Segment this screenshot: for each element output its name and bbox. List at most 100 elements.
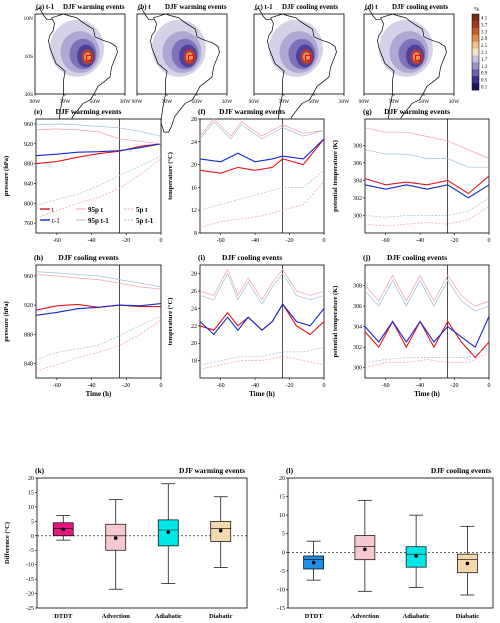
panel-title: DJF warming events <box>384 107 450 116</box>
panel-label: (f) <box>198 107 206 116</box>
site-marker <box>188 54 194 61</box>
mean-dot <box>465 561 470 566</box>
y-tick-label: 24 <box>191 140 197 146</box>
colorbar-frame <box>471 13 480 91</box>
x-tick-label: -20 <box>122 238 130 244</box>
panel-title: DJF warming events <box>63 3 125 11</box>
y-tick-label: 800 <box>24 201 33 207</box>
series-line-95p-t <box>364 274 490 307</box>
y-tick-label: 880 <box>24 332 33 338</box>
coastline <box>267 13 337 133</box>
box-chart-k: -25 -20 -15 -10 -5 0 5 10 15 20 DTDT Advection Adiab… <box>4 466 248 620</box>
panel-title: DJF cooling events <box>431 466 491 475</box>
colorbar-swatch <box>472 41 479 49</box>
y-axis-label: temperature (°C) <box>167 152 174 200</box>
series-line-95p-t-1 <box>199 121 325 140</box>
panel-label: (l) <box>286 466 294 475</box>
lon-tick-label: 70W <box>389 99 401 105</box>
panel-label: (c) t-1 <box>255 3 273 11</box>
y-tick-label: 10 <box>279 513 285 519</box>
line-chart-h: 840 880 920 960 -60 -40 -20 0 (h) DJF cooling eve… <box>3 253 163 398</box>
series-line-95p-t <box>35 128 162 145</box>
coastline <box>34 7 52 21</box>
y-tick-label: 308 <box>353 284 362 290</box>
series-line-t-1 <box>199 303 325 336</box>
x-tick-label: -40 <box>251 238 259 244</box>
y-axis-label: potential temperature (K) <box>332 286 339 358</box>
x-tick-label: 0 <box>488 238 491 244</box>
colorbar-label: 4.1 <box>481 16 488 21</box>
series-line-t <box>35 143 162 165</box>
coastline <box>377 13 447 133</box>
y-tick-label: 920 <box>24 142 33 148</box>
category-label: DTDT <box>305 613 324 620</box>
series-line-t-1 <box>35 303 162 316</box>
plot-frame <box>287 477 494 609</box>
legend-label: 95p t <box>88 206 104 214</box>
lon-tick-label: 90W <box>30 99 42 105</box>
y-tick-label: 5 <box>282 532 285 538</box>
series-line-t-1 <box>364 184 490 199</box>
y-tick-label: 18 <box>191 359 197 365</box>
y-tick-label: 302 <box>353 345 362 351</box>
x-tick-label: -40 <box>251 383 259 389</box>
x-tick-label: -60 <box>382 383 390 389</box>
probability-contour <box>83 52 92 62</box>
category-label: DTDT <box>54 613 73 620</box>
x-tick-label: 0 <box>488 383 491 389</box>
x-tick-label: -40 <box>88 383 96 389</box>
lon-tick-label: 90W <box>359 99 371 105</box>
x-tick-label: -20 <box>286 383 294 389</box>
y-tick-label: 306 <box>353 304 362 310</box>
series-line-5p-t <box>35 319 162 372</box>
lat-tick-label: 10S <box>24 54 33 60</box>
lon-tick-label: 50W <box>419 99 431 105</box>
series-line-95p-t-1 <box>35 123 162 137</box>
panel-label: (h) <box>34 253 44 262</box>
panel-title: DJF warming events <box>165 3 227 11</box>
y-tick-label: 960 <box>24 122 33 128</box>
series-line-95p-t-1 <box>364 279 490 312</box>
panel-title: DJF cooling events <box>392 3 448 11</box>
series-line-95p-t <box>364 127 490 159</box>
x-tick-label: -60 <box>217 238 225 244</box>
y-tick-label: 960 <box>24 274 33 280</box>
colorbar-swatch <box>472 48 479 56</box>
x-tick-label: -20 <box>286 238 294 244</box>
map-panel-3: (c) t-1 DJF cooling events 90W 70W 50W 30W <box>249 3 350 133</box>
lon-tick-label: 50W <box>192 99 204 105</box>
x-tick-label: 0 <box>323 238 326 244</box>
y-tick-label: 20 <box>191 341 197 347</box>
probability-contour <box>412 52 421 62</box>
y-tick-label: 20 <box>28 476 34 482</box>
x-tick-label: -40 <box>88 238 96 244</box>
y-tick-label: 0 <box>31 534 34 540</box>
panel-label: (j) <box>363 253 371 262</box>
coastline <box>136 7 154 21</box>
y-tick-label: 306 <box>353 161 362 167</box>
x-tick-label: -60 <box>382 238 390 244</box>
x-axis-label: Time (h) <box>249 390 275 398</box>
y-tick-label: 302 <box>353 196 362 202</box>
series-line-t-1 <box>364 316 490 349</box>
series-line-95p-t-1 <box>199 272 325 305</box>
y-tick-label: 12 <box>191 208 197 214</box>
legend: t 95p t 5p t t-1 95p t-1 5p t-1 <box>40 206 154 225</box>
colorbar-label: 2.5 <box>481 44 488 49</box>
lon-tick-label: 90W <box>249 99 261 105</box>
x-axis-label: Time (h) <box>414 390 440 398</box>
y-axis-label: pressure (hPa) <box>3 301 10 341</box>
x-axis-label: Time (h) <box>86 390 112 398</box>
lon-tick-label: 70W <box>162 99 174 105</box>
mean-dot <box>311 560 316 565</box>
probability-contour <box>185 52 194 62</box>
y-tick-label: 5 <box>31 519 34 525</box>
y-tick-label: 840 <box>24 181 33 187</box>
colorbar-label: 3.7 <box>481 23 488 28</box>
map-panel-2: (b) t DJF warming events 90W 70W 50W 30W <box>132 3 233 133</box>
colorbar-label: 1.7 <box>481 58 488 63</box>
y-tick-label: 24 <box>191 306 197 312</box>
category-label: Advection <box>102 613 131 620</box>
series-line-5p-t <box>199 181 325 228</box>
